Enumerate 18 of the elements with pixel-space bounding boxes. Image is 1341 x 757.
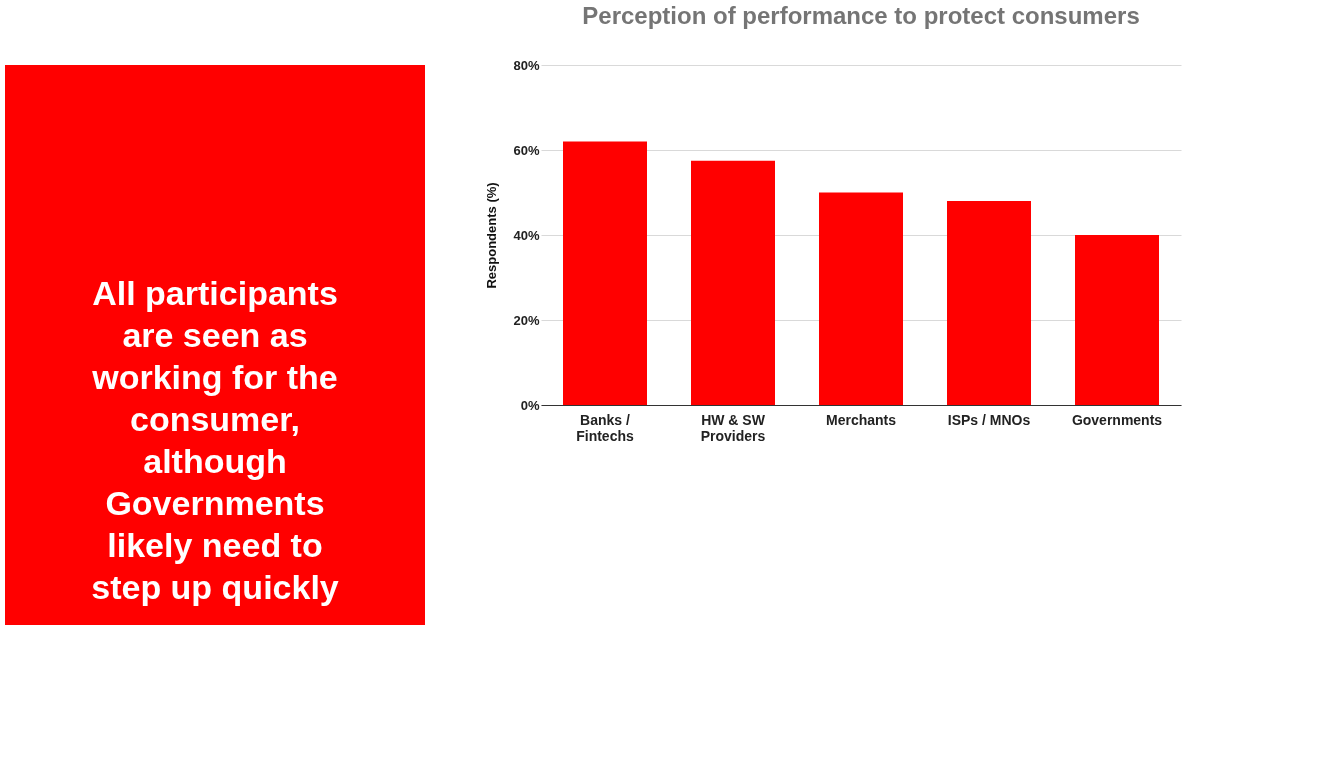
x-tick-label: Governments — [1071, 411, 1163, 428]
y-tick-label: 40% — [513, 227, 540, 243]
y-tick-label: 20% — [513, 312, 540, 328]
bar — [1075, 235, 1159, 405]
x-tick-label: Banks / Fintechs — [576, 411, 634, 444]
bar — [563, 141, 647, 405]
bar — [691, 160, 775, 405]
chart-title: Perception of performance to protect consumers — [582, 2, 1140, 29]
x-tick-label: Merchants — [825, 411, 897, 428]
x-tick-label: ISPs / MNOs — [947, 411, 1031, 428]
y-axis-title: Respondents (%) — [484, 182, 500, 289]
y-tick-label: 0% — [520, 397, 540, 413]
bar — [819, 192, 903, 405]
x-tick-label: HW & SW Providers — [700, 411, 766, 444]
y-tick-label: 60% — [513, 142, 540, 158]
bar — [947, 201, 1031, 405]
text: All participants are seen as working for the consumer, although Governments likely need to step up quickly — [91, 274, 339, 606]
y-tick-label: 80% — [513, 57, 540, 73]
